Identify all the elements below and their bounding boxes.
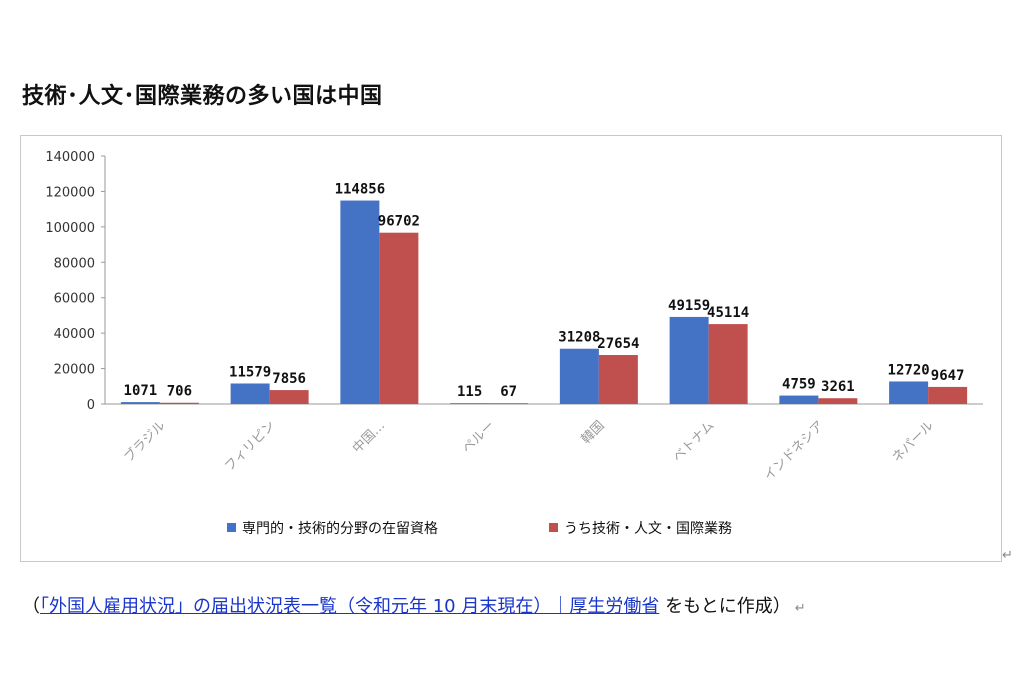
bar [559, 348, 599, 404]
y-tick-label: 140000 [45, 150, 95, 165]
legend-swatch [549, 523, 558, 532]
y-tick-label: 20000 [54, 363, 95, 378]
data-label: 96702 [378, 214, 420, 230]
data-label: 45114 [707, 305, 749, 321]
bar [159, 402, 199, 404]
bar [340, 200, 380, 404]
data-label: 67 [500, 384, 517, 400]
data-label: 115 [457, 384, 482, 400]
data-label: 3261 [821, 379, 855, 395]
bar [489, 403, 529, 404]
data-label: 11579 [229, 364, 271, 380]
x-tick-label: ネパール [890, 418, 937, 465]
bar [269, 390, 309, 404]
x-tick-label: ブラジル [121, 418, 169, 466]
data-label: 4759 [782, 377, 816, 393]
data-label: 12720 [888, 362, 930, 378]
data-label: 31208 [558, 330, 600, 346]
source-caption: （「外国人雇用状況」の届出状況表一覧（令和元年 10 月末現在）｜厚生労働省 を… [22, 592, 806, 618]
y-tick-label: 80000 [54, 256, 95, 271]
chart-frame: 0 20000 40000 60000 80000 100000 120000 140000 1… [20, 135, 1002, 562]
x-tick-label: 韓国 [579, 418, 608, 447]
data-label: 1071 [124, 383, 158, 399]
x-tick-label: ペルー [460, 418, 498, 456]
data-label: 706 [167, 384, 192, 400]
bar-chart: 0 20000 40000 60000 80000 100000 120000 140000 1… [45, 150, 983, 537]
bar [779, 395, 819, 404]
bar [889, 381, 929, 404]
y-tick-label: 40000 [54, 327, 95, 342]
data-label: 114856 [335, 182, 386, 198]
bar [598, 355, 638, 404]
page-title: 技術･人文･国際業務の多い国は中国 [22, 84, 383, 109]
return-mark: ↵ [1002, 548, 1013, 563]
legend-label: うち技術・人文・国際業務 [564, 521, 732, 537]
bar [928, 386, 968, 404]
bar [450, 403, 490, 404]
bar [230, 383, 270, 404]
source-link[interactable]: 「外国人雇用状況」の届出状況表一覧（令和元年 10 月末現在）｜厚生労働省 [40, 596, 660, 617]
y-tick-label: 60000 [54, 292, 95, 307]
legend-label: 専門的・技術的分野の在留資格 [242, 521, 438, 537]
caption-rest: をもとに作成） [659, 596, 791, 617]
data-label: 9647 [931, 368, 965, 384]
legend-swatch [227, 523, 236, 532]
data-label: 49159 [668, 298, 710, 314]
y-tick-label: 120000 [45, 185, 95, 200]
bar [818, 398, 858, 404]
data-label: 27654 [597, 336, 639, 352]
bar [669, 316, 709, 404]
data-label: 7856 [272, 371, 306, 387]
y-tick-label: 0 [87, 398, 95, 413]
bar [120, 402, 160, 404]
x-tick-label: フィリピン [222, 418, 278, 474]
bar [379, 232, 419, 404]
x-tick-label: 中国… [350, 418, 388, 456]
y-tick-label: 100000 [45, 221, 95, 236]
x-tick-label: ベトナム [670, 418, 717, 465]
bar [708, 324, 748, 404]
caption-open: （ [22, 596, 40, 617]
return-mark: ↵ [794, 601, 806, 616]
x-tick-label: インドネシア [761, 418, 827, 484]
